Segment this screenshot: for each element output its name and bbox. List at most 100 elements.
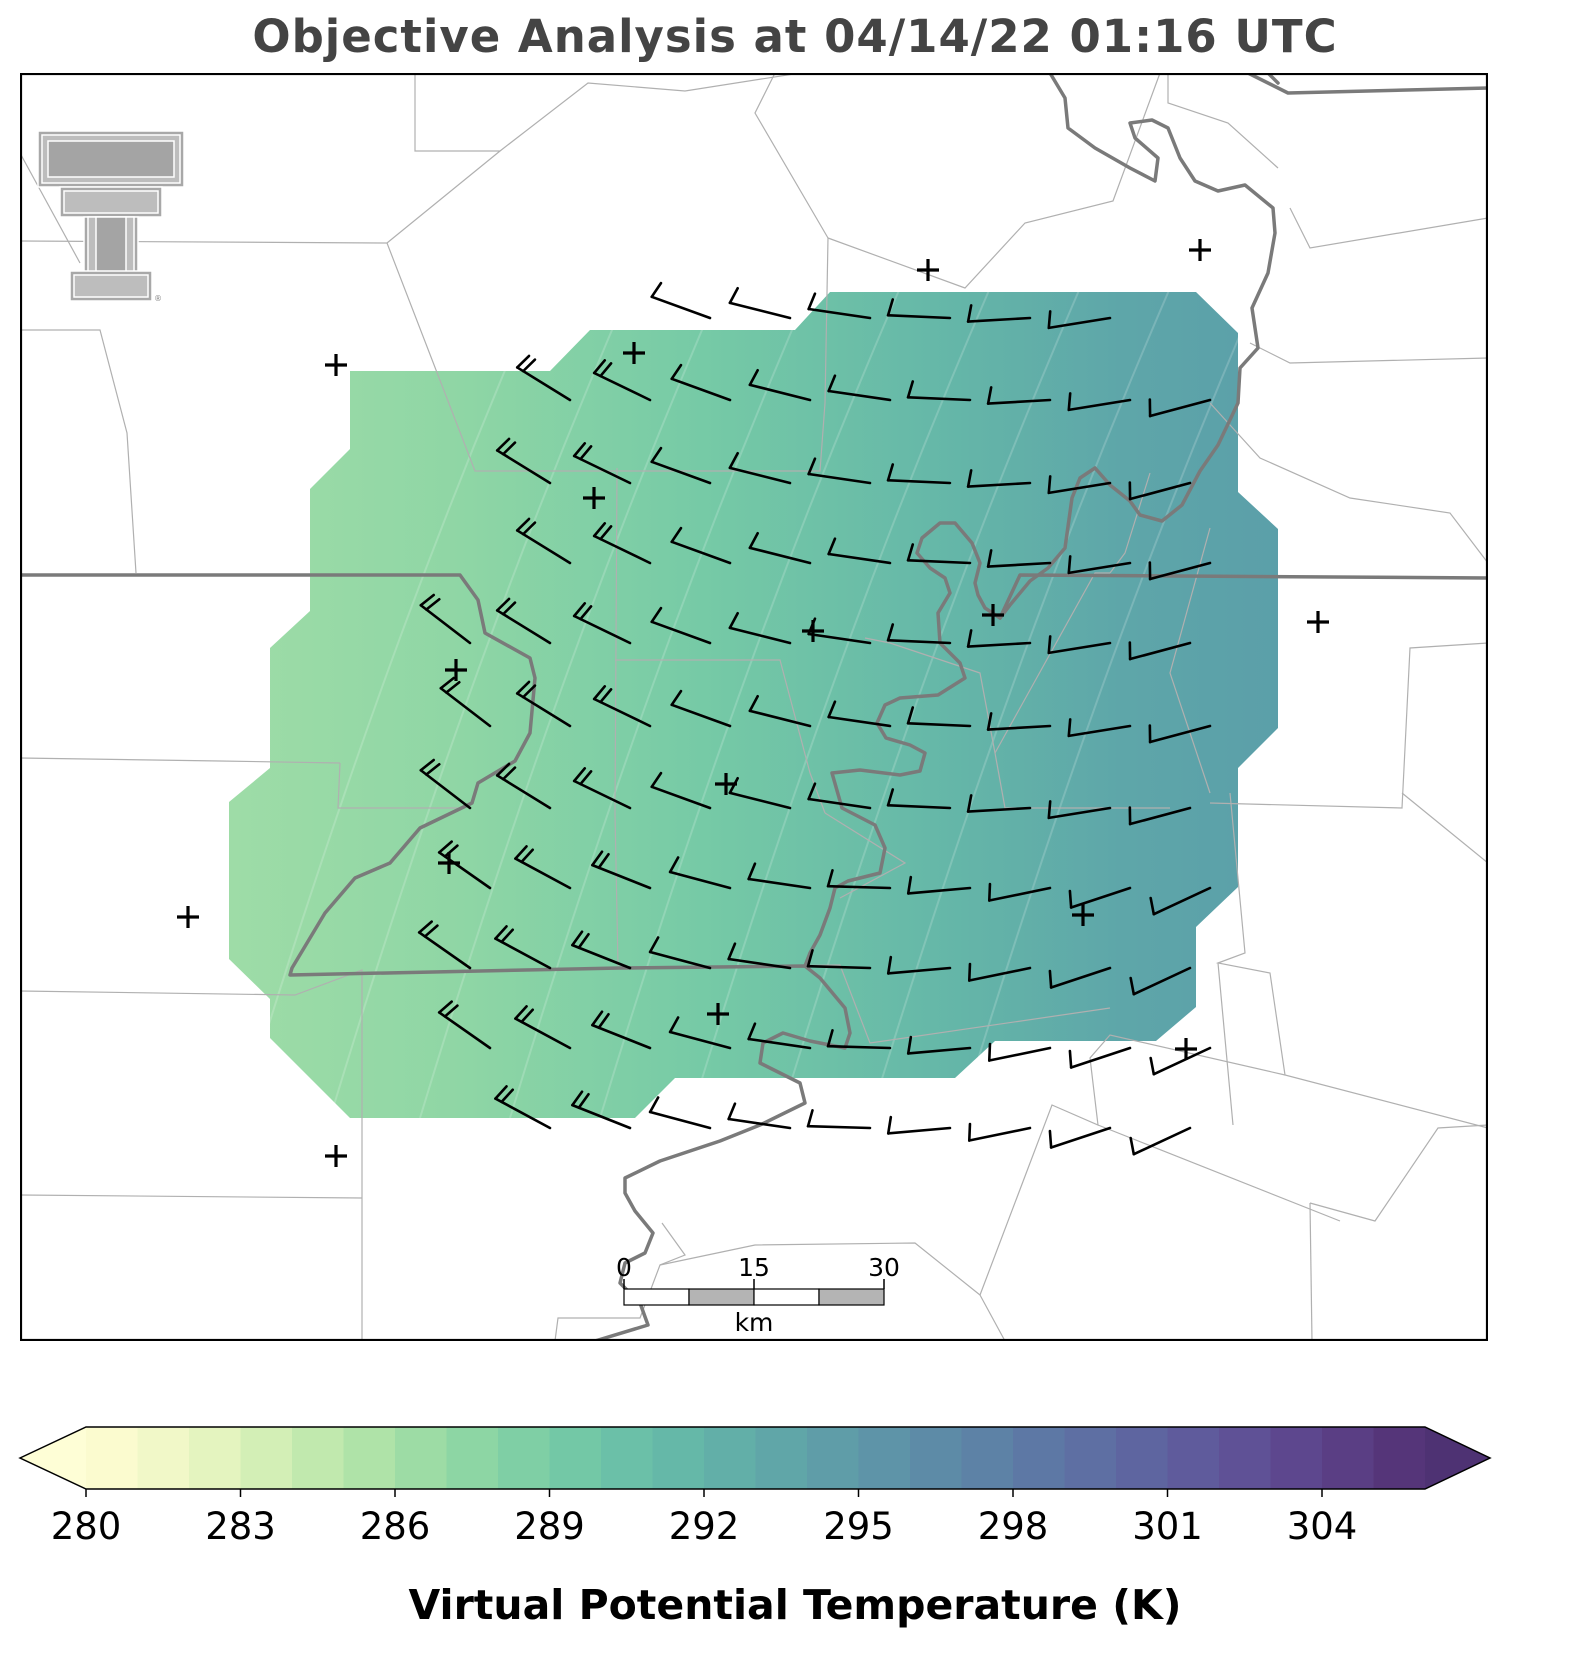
texas-tech-logo: ® [37,130,185,303]
wind-barb [728,611,792,645]
wind-barb [650,771,712,810]
wind-barb [826,869,892,890]
svg-text:®: ® [154,294,162,303]
colorbar-cell [858,1427,911,1489]
colorbar-cell [1064,1427,1117,1489]
wind-barb [1148,724,1212,744]
wind-barb [807,782,872,810]
colorbar-cell [446,1427,499,1489]
wind-barb [886,623,952,645]
colorbar-tick-label: 289 [514,1505,585,1548]
wind-barb [592,685,652,728]
wind-barb [748,531,812,565]
colorbar-cell [652,1427,705,1489]
station-marker [917,259,939,281]
wind-barb [906,706,972,728]
wind-barb [1047,800,1112,820]
wind-barb [515,354,572,402]
wind-barb [494,1085,552,1130]
wind-barb [495,762,552,810]
scale-label-0: 0 [616,1253,632,1282]
station-marker [1307,611,1329,633]
contour-line [869,287,1171,1119]
wind-barb [592,522,652,565]
wind-barb [827,537,892,565]
colorbar-cell [549,1427,602,1489]
wind-barb [906,543,972,565]
colorbar-cell [961,1427,1014,1489]
wind-barb [650,606,712,645]
wind-barb [1128,806,1192,826]
colorbar-cell [86,1427,139,1489]
colorbar-cell [1167,1427,1220,1489]
contour-line [779,287,1081,1119]
wind-barb [987,882,1052,902]
wind-barb [967,1122,1032,1142]
colorbar-cell [1373,1427,1426,1489]
colorbar-cell [1270,1427,1323,1489]
wind-barb [906,1035,972,1055]
wind-barb [494,925,552,970]
station-marker [715,773,737,795]
station-marker [177,906,199,928]
wind-barb [650,281,712,320]
scale-label-15: 15 [738,1253,770,1282]
wind-barb [1068,1046,1132,1069]
wind-barbs [417,281,1212,1156]
wind-barb [1129,966,1192,996]
wind-barb [650,446,712,485]
station-marker [445,659,467,681]
wind-barb [966,469,1032,488]
wind-barb [806,1109,872,1130]
colorbar-cell [240,1427,293,1489]
wind-barb [670,363,732,402]
colorbar-tick-label: 298 [978,1505,1049,1548]
wind-barb [515,517,572,565]
wind-barb [495,437,552,485]
wind-barb [1128,481,1192,501]
wind-barb [1047,635,1112,655]
colorbar-cell [395,1427,448,1489]
colorbar-over-extension [1425,1427,1490,1489]
wind-barb [1128,641,1192,661]
station-markers [177,239,1329,1167]
map-panel: ® 0 15 30 km [20,73,1488,1341]
county-borders [20,73,1488,1341]
wind-barb [1068,886,1132,909]
colorbar-cell [910,1427,963,1489]
colorbar-tick-label: 280 [51,1505,122,1548]
colorbar-tick-label: 295 [823,1505,894,1548]
wind-barb [572,602,632,645]
colorbar-cell [1219,1427,1272,1489]
wind-barb [906,875,972,895]
wind-barb [727,942,792,970]
colorbar-cell [292,1427,345,1489]
colorbar-cell [189,1427,242,1489]
wind-barb [728,451,792,485]
wind-barb [514,845,572,890]
wind-barb [670,689,732,728]
colorbar-under-extension [20,1427,86,1489]
wind-barb [748,694,812,728]
map-frame [20,73,1488,1341]
wind-barb [668,1016,732,1050]
colorbar-cell [704,1427,757,1489]
station-marker [438,852,460,874]
wind-barb [1067,555,1132,575]
wind-barb [572,767,632,810]
station-marker [802,620,824,642]
colorbar-cell [1116,1427,1169,1489]
wind-barb [727,1102,792,1130]
wind-barb [572,442,632,485]
colorbar-tick-label: 286 [360,1505,431,1548]
wind-barb [495,597,552,645]
wind-barb [417,920,472,970]
colorbar-cell [498,1427,551,1489]
wind-barb [1047,475,1112,495]
wind-barb [748,368,812,402]
wind-barb [670,526,732,565]
contour-line [599,287,901,1119]
wind-barb [807,292,872,320]
wind-barb [807,457,872,485]
wind-barb [1067,392,1132,412]
